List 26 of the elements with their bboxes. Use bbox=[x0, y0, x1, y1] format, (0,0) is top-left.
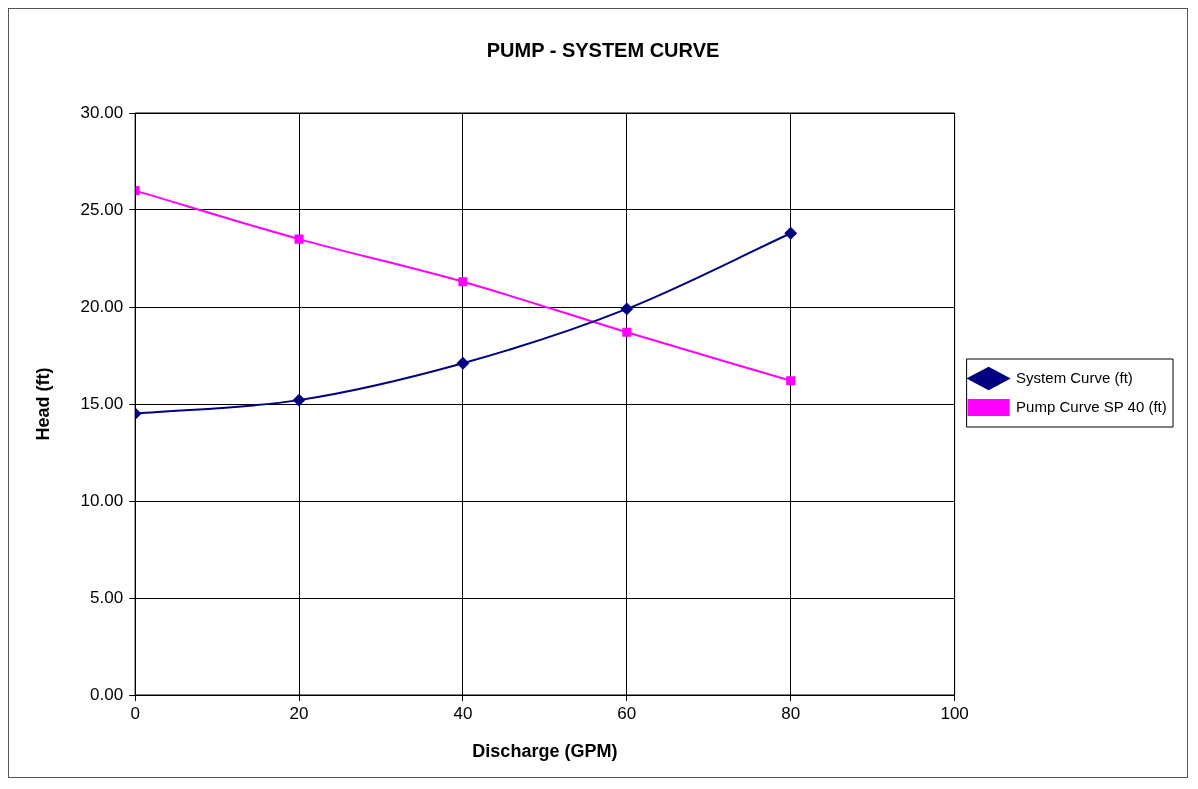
x-tick-label: 80 bbox=[781, 703, 801, 723]
point bbox=[293, 394, 306, 407]
y-axis-title: Head (ft) bbox=[32, 367, 53, 441]
point bbox=[786, 376, 796, 386]
y-tick-label: 25.00 bbox=[80, 199, 124, 219]
point bbox=[458, 277, 468, 287]
point bbox=[456, 357, 469, 370]
point bbox=[622, 327, 632, 337]
point bbox=[620, 302, 633, 315]
y-tick-label: 30.00 bbox=[80, 102, 124, 122]
y-tick-label: 10.00 bbox=[80, 490, 124, 510]
chart-title: PUMP - SYSTEM CURVE bbox=[486, 38, 720, 61]
x-tick-label: 40 bbox=[453, 703, 473, 723]
x-tick-label: 60 bbox=[617, 703, 637, 723]
y-tick-label: 0.00 bbox=[90, 684, 124, 704]
y-tick-label: 5.00 bbox=[90, 587, 124, 607]
x-axis-title: Discharge (GPM) bbox=[472, 741, 618, 762]
x-tick-label: 20 bbox=[289, 703, 309, 723]
y-tick-label: 15.00 bbox=[80, 393, 124, 413]
point bbox=[294, 234, 304, 244]
y-tick-label: 20.00 bbox=[80, 296, 124, 316]
legend-label: Pump Curve SP 40 (ft) bbox=[1016, 397, 1167, 415]
point bbox=[784, 227, 797, 240]
x-tick-label: 0 bbox=[130, 703, 140, 723]
legend-label: System Curve (ft) bbox=[1016, 368, 1133, 386]
x-tick-label: 100 bbox=[940, 703, 969, 723]
